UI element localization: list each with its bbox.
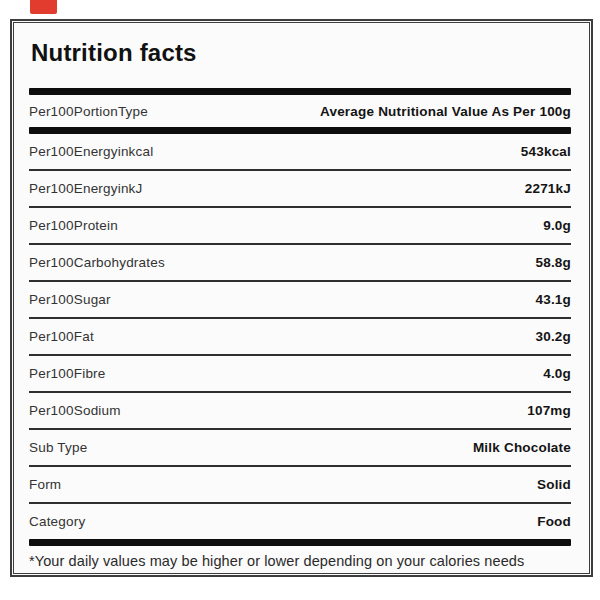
section-divider-top [29, 88, 571, 95]
row-label: Category [29, 514, 85, 529]
page-title: Nutrition facts [31, 39, 571, 67]
row-label: Per100EnergyinkJ [29, 181, 143, 196]
table-row-sub-type: Sub Type Milk Chocolate [29, 430, 571, 467]
table-row-energy-kcal: Per100Energyinkcal 543kcal [29, 134, 571, 171]
row-value: 30.2g [535, 329, 571, 344]
row-label: Form [29, 477, 61, 492]
row-value: 4.0g [543, 366, 571, 381]
row-label: Per100Sugar [29, 292, 111, 307]
row-value: 9.0g [543, 218, 571, 233]
table-header-value: Average Nutritional Value As Per 100g [320, 104, 571, 119]
table-row-sugar: Per100Sugar 43.1g [29, 282, 571, 319]
row-label: Per100Protein [29, 218, 118, 233]
table-row-protein: Per100Protein 9.0g [29, 208, 571, 245]
row-label: Per100Fat [29, 329, 94, 344]
row-label: Sub Type [29, 440, 87, 455]
row-value: 543kcal [521, 144, 571, 159]
table-row-fat: Per100Fat 30.2g [29, 319, 571, 356]
table-header-row: Per100PortionType Average Nutritional Va… [29, 95, 571, 127]
nutrition-table: Per100Energyinkcal 543kcal Per100Energyi… [29, 134, 571, 539]
row-value: Milk Chocolate [473, 440, 571, 455]
row-value: 58.8g [535, 255, 571, 270]
row-value: Solid [537, 477, 571, 492]
table-row-fibre: Per100Fibre 4.0g [29, 356, 571, 393]
nutrition-facts-card-inner: Nutrition facts Per100PortionType Averag… [13, 22, 590, 574]
row-value: 2271kJ [525, 181, 571, 196]
table-row-carbohydrates: Per100Carbohydrates 58.8g [29, 245, 571, 282]
section-divider-header [29, 127, 571, 134]
section-divider-bottom [29, 539, 571, 546]
table-row-category: Category Food [29, 504, 571, 539]
nutrition-facts-card: Nutrition facts Per100PortionType Averag… [10, 19, 593, 577]
row-value: Food [537, 514, 571, 529]
daily-values-footnote: *Your daily values may be higher or lowe… [29, 553, 571, 569]
row-value: 107mg [527, 403, 571, 418]
row-label: Per100Energyinkcal [29, 144, 153, 159]
row-label: Per100Fibre [29, 366, 106, 381]
red-ribbon-tab [30, 0, 57, 14]
row-label: Per100Carbohydrates [29, 255, 165, 270]
table-row-energy-kj: Per100EnergyinkJ 2271kJ [29, 171, 571, 208]
table-row-sodium: Per100Sodium 107mg [29, 393, 571, 430]
row-value: 43.1g [535, 292, 571, 307]
row-label: Per100Sodium [29, 403, 121, 418]
page: Nutrition facts Per100PortionType Averag… [0, 0, 600, 600]
table-row-form: Form Solid [29, 467, 571, 504]
table-header-label: Per100PortionType [29, 104, 148, 119]
